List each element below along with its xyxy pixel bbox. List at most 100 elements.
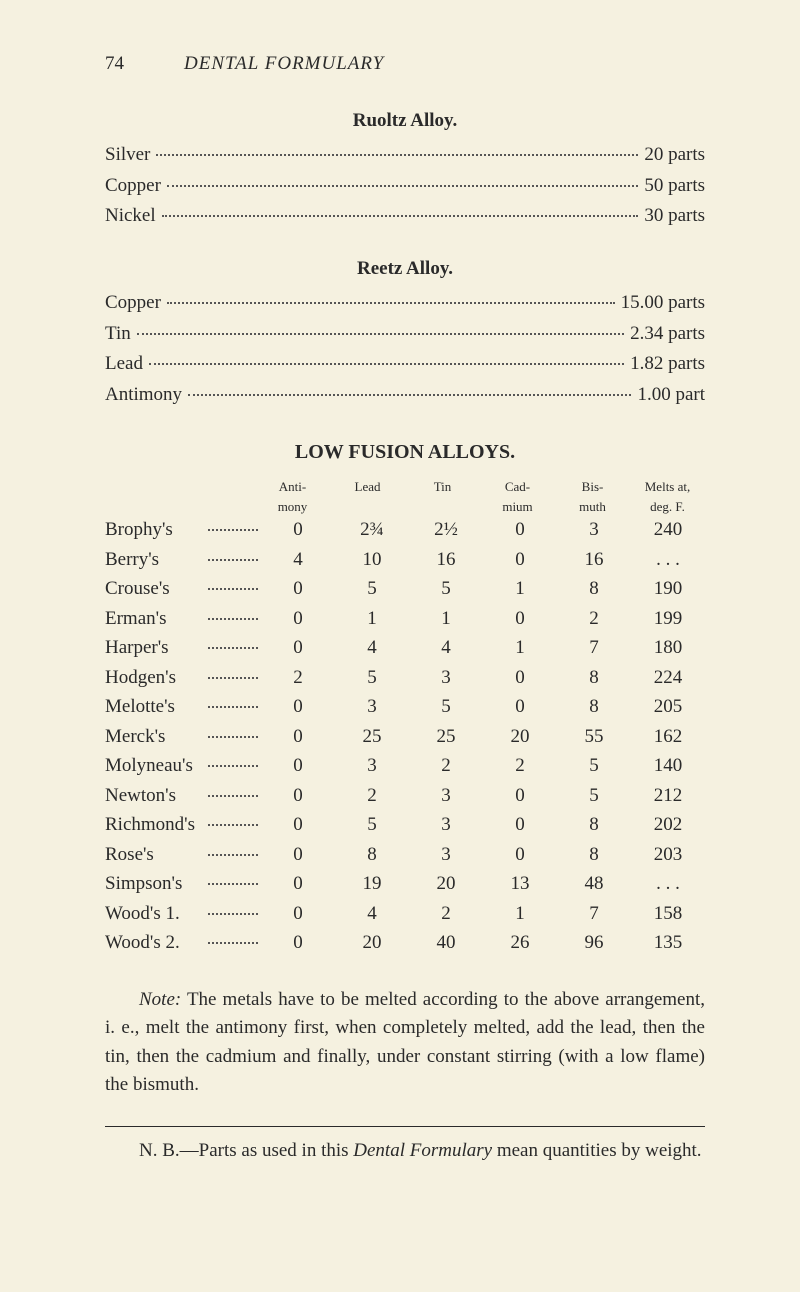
reetz-items: Copper15.00 partsTin2.34 partsLead1.82 p… [105, 289, 705, 409]
table-cell: 8 [335, 841, 409, 870]
recipe-line: Nickel30 parts [105, 202, 705, 231]
table-cell: 0 [261, 723, 335, 752]
table-cell: 2 [261, 664, 335, 693]
alloy-name: Brophy's [105, 516, 205, 545]
table-cell: 2 [409, 900, 483, 929]
table-cell: 5 [557, 752, 631, 781]
leader-dots [208, 736, 258, 738]
table-cell: 0 [261, 575, 335, 604]
table-row: Rose's08308203 [105, 841, 705, 870]
table-cell: 240 [631, 516, 705, 545]
header-text: Anti- [257, 477, 328, 497]
note-paragraph: Note: The metals have to be melted accor… [105, 986, 705, 1100]
leader-dots [162, 215, 639, 217]
leader-dots [167, 185, 638, 187]
header-melts: Melts at, deg. F. [630, 477, 705, 516]
table-cell: . . . [631, 870, 705, 899]
recipe-name: Lead [105, 350, 143, 379]
table-cell: 0 [261, 900, 335, 929]
table-cell: 0 [261, 841, 335, 870]
alloy-name: Hodgen's [105, 664, 205, 693]
table-row: Richmond's05308202 [105, 811, 705, 840]
header-tin: Tin [405, 477, 480, 516]
leader-dots [208, 824, 258, 826]
table-cell: 8 [557, 693, 631, 722]
table-cell: 0 [261, 516, 335, 545]
leader-dots [208, 913, 258, 915]
table-row: Molyneau's03225140 [105, 752, 705, 781]
table-cell: 3 [557, 516, 631, 545]
table-cell: 3 [409, 811, 483, 840]
table-cell: 5 [557, 782, 631, 811]
table-row: Merck's025252055162 [105, 723, 705, 752]
alloy-name: Simpson's [105, 870, 205, 899]
table-cell: 3 [409, 664, 483, 693]
header-bismuth: Bis- muth [555, 477, 630, 516]
table-cell: 3 [409, 782, 483, 811]
recipe-name: Antimony [105, 381, 182, 410]
table-cell: 1 [483, 900, 557, 929]
table-cell: 7 [557, 634, 631, 663]
table-cell: 2 [335, 782, 409, 811]
leader-dots [208, 588, 258, 590]
table-row: Erman's01102199 [105, 605, 705, 634]
table-cell: 0 [483, 516, 557, 545]
recipe-line: Copper 50 parts [105, 172, 705, 201]
alloy-name: Merck's [105, 723, 205, 752]
leader-dots [167, 302, 615, 304]
recipe-name: Copper [105, 172, 161, 201]
table-cell: 96 [557, 929, 631, 958]
table-cell: 8 [557, 664, 631, 693]
leader-dots [208, 883, 258, 885]
header-antimony: Anti- mony [255, 477, 330, 516]
recipe-value: 30 parts [644, 202, 705, 231]
table-cell: 4 [409, 634, 483, 663]
table-cell: 2 [557, 605, 631, 634]
table-row: Hodgen's25308224 [105, 664, 705, 693]
leader-dots [208, 765, 258, 767]
header-text: Tin [407, 477, 478, 497]
table-cell: 5 [335, 575, 409, 604]
table-cell: 25 [335, 723, 409, 752]
table-cell: 2¾ [335, 516, 409, 545]
table-cell: 1 [483, 575, 557, 604]
note-label: Note: [139, 989, 181, 1010]
recipe-value: 1.00 part [637, 381, 705, 410]
recipe-value: 50 parts [644, 172, 705, 201]
header-text: Lead [332, 477, 403, 497]
footnote: N. B.—Parts as used in this Dental Formu… [105, 1137, 705, 1166]
header-text: deg. F. [632, 497, 703, 517]
table-cell: 140 [631, 752, 705, 781]
alloy-name: Wood's 1. [105, 900, 205, 929]
table-cell: 2 [409, 752, 483, 781]
recipe-name: Copper [105, 289, 161, 318]
low-fusion-table: Anti- mony Lead Tin Cad- mium Bis- muth … [105, 477, 705, 958]
footnote-prefix: N. B.—Parts as used in this [139, 1140, 353, 1161]
leader-dots [208, 706, 258, 708]
table-cell: 20 [409, 870, 483, 899]
ruoltz-title: Ruoltz Alloy. [105, 107, 705, 136]
table-cell: 20 [483, 723, 557, 752]
table-cell: 3 [335, 752, 409, 781]
alloy-name: Harper's [105, 634, 205, 663]
table-cell: 202 [631, 811, 705, 840]
table-cell: 199 [631, 605, 705, 634]
table-cell: 1 [335, 605, 409, 634]
table-row: Wood's 1.04217158 [105, 900, 705, 929]
page-number: 74 [105, 50, 124, 79]
low-fusion-heading: LOW FUSION ALLOYS. [105, 437, 705, 467]
table-cell: 48 [557, 870, 631, 899]
table-cell: 0 [261, 693, 335, 722]
leader-dots [208, 559, 258, 561]
table-cell: 2½ [409, 516, 483, 545]
table-cell: 8 [557, 575, 631, 604]
page-header: 74 DENTAL FORMULARY [105, 50, 705, 79]
recipe-value: 1.82 parts [630, 350, 705, 379]
table-cell: 5 [409, 575, 483, 604]
table-row: Wood's 2.020402696135 [105, 929, 705, 958]
table-row: Newton's02305212 [105, 782, 705, 811]
table-row: Harper's04417180 [105, 634, 705, 663]
alloy-name: Molyneau's [105, 752, 205, 781]
table-cell: . . . [631, 546, 705, 575]
table-cell: 5 [335, 664, 409, 693]
